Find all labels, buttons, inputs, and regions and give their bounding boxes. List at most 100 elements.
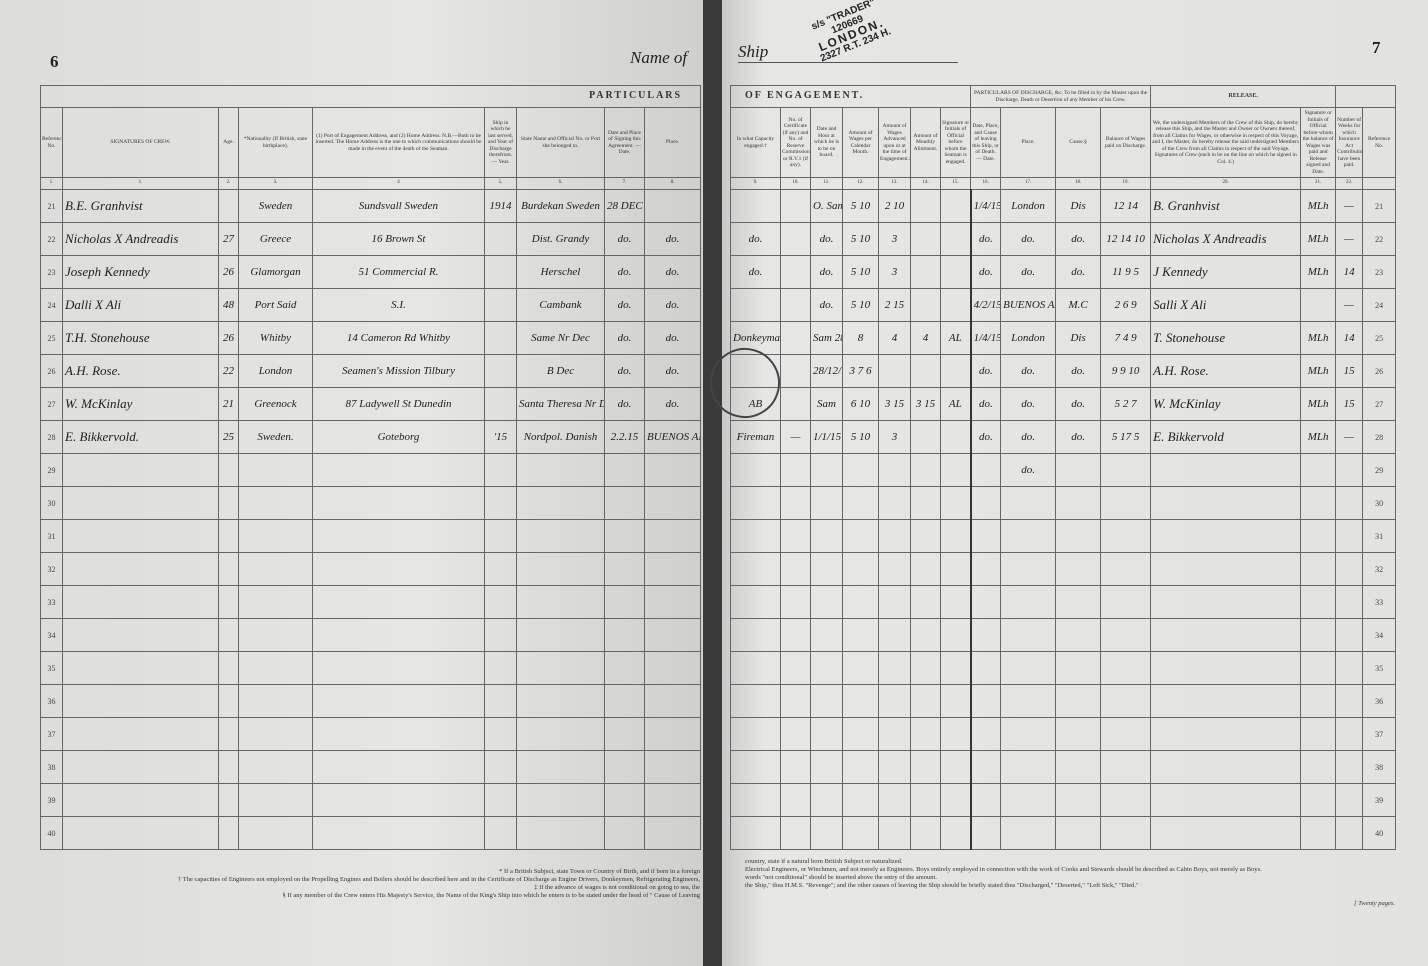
ship-cell [516,585,605,619]
nationality-cell: Sweden [238,189,313,223]
wages-cell [842,453,879,487]
balance-cell [1100,783,1152,817]
date-cell [604,618,645,652]
ddate-cell: 4/2/15 [969,288,1002,322]
crew-row: 28 E. Bikkervold. 25 Sweden. Goteborg '15 Nord… [40,420,702,454]
age-cell: 21 [218,387,239,421]
nationality-cell: Sweden. [238,420,313,454]
crew-row: 36 [730,684,1397,718]
age-cell [218,684,239,718]
rofficial-cell [1300,453,1337,487]
onboard-cell: 28/12/14 [810,354,843,388]
ship-cell: Herschel [516,255,605,289]
nationality-cell [238,486,313,520]
ddate-cell: 1/4/15 [969,189,1002,223]
weeks-cell: — [1335,420,1364,454]
advance-cell [878,717,911,751]
date-cell: 2.2.15 [604,420,645,454]
ref-cell: 24 [1362,288,1397,322]
crew-row: 38 [40,750,702,784]
crew-row: 32 [40,552,702,586]
ddate-cell [969,453,1002,487]
wages-cell [842,519,879,553]
weeks-cell [1335,618,1364,652]
column-number: 12. [842,177,879,190]
advance-cell: 3 15 [878,387,911,421]
cause-cell: do. [1055,387,1102,421]
ref-cell: 30 [40,486,63,520]
ref-cell: 40 [1362,816,1397,850]
cause-cell [1055,519,1102,553]
rofficial-cell [1300,519,1337,553]
official-cell [939,354,972,388]
footnote: * If a British Subject, state Town or Co… [499,868,700,875]
crew-row: 31 [40,519,702,553]
address-cell: Seamen's Mission Tilbury [312,354,485,388]
cert-cell [780,222,811,256]
wages-cell: 5 10 [842,288,879,322]
column-number: 5. [484,177,517,190]
column-number: 17. [1000,177,1057,190]
place-cell: do. [643,321,702,355]
official-cell [939,684,972,718]
dplace-cell: do. [1000,255,1057,289]
nationality-cell [238,750,313,784]
ref-cell: 24 [40,288,63,322]
cause-cell: do. [1055,354,1102,388]
weeks-cell [1335,684,1364,718]
ship-cell [516,651,605,685]
signature-cell [62,552,219,586]
release-cell [1150,453,1302,487]
dplace-cell [1000,717,1057,751]
place-cell [643,750,702,784]
dplace-cell: London [1000,189,1057,223]
release-cell [1150,684,1302,718]
rofficial-cell [1300,717,1337,751]
cause-cell [1055,816,1102,850]
date-cell [604,783,645,817]
column-header: Number of Weeks for which Insurance Act … [1335,107,1364,178]
official-cell [939,453,972,487]
weeks-cell [1335,585,1364,619]
ship-cell [516,618,605,652]
advance-cell [878,519,911,553]
column-number: 19. [1100,177,1152,190]
ref-cell: 28 [40,420,63,454]
address-cell [312,750,485,784]
cause-cell [1055,552,1102,586]
rofficial-cell [1300,552,1337,586]
ref-cell: 23 [1362,255,1397,289]
age-cell [218,783,239,817]
cert-cell [780,618,811,652]
nationality-cell [238,816,313,850]
wages-cell [842,585,879,619]
address-cell: S.I. [312,288,485,322]
rofficial-cell [1300,651,1337,685]
allot-cell [910,222,941,256]
balance-cell: 12 14 10 [1100,222,1152,256]
column-number: 6. [516,177,605,190]
capacity-cell [730,453,781,487]
ref-cell: 22 [40,222,63,256]
release-cell [1150,816,1302,850]
cert-cell [780,486,811,520]
advance-cell: 3 [878,420,911,454]
onboard-cell [810,585,843,619]
weeks-cell [1335,453,1364,487]
signature-cell [62,486,219,520]
place-cell [643,486,702,520]
release-cell [1150,750,1302,784]
weeks-cell [1335,651,1364,685]
balance-cell [1100,618,1152,652]
wages-cell: 6 10 [842,387,879,421]
ref-cell: 22 [1362,222,1397,256]
ref-cell: 28 [1362,420,1397,454]
place-cell: do. [643,354,702,388]
crew-row: 26 A.H. Rose. 22 London Seamen's Mission Til… [40,354,702,388]
year-cell [484,684,517,718]
allot-cell [910,750,941,784]
advance-cell [878,783,911,817]
ref-cell: 38 [1362,750,1397,784]
date-cell [604,816,645,850]
